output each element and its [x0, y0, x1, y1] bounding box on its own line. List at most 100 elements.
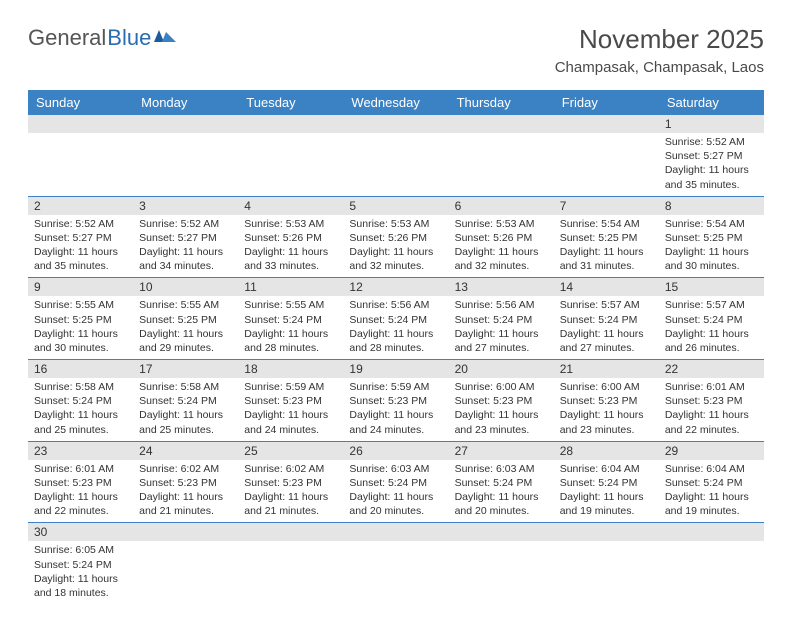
weekday-header: Friday	[554, 90, 659, 115]
calendar-cell: 26Sunrise: 6:03 AMSunset: 5:24 PMDayligh…	[343, 441, 448, 523]
sunset-line: Sunset: 5:24 PM	[34, 394, 127, 408]
daylight-line: Daylight: 11 hours and 33 minutes.	[244, 245, 337, 273]
day-details: Sunrise: 5:52 AMSunset: 5:27 PMDaylight:…	[133, 215, 238, 278]
sunset-line: Sunset: 5:23 PM	[244, 476, 337, 490]
calendar-cell: 30Sunrise: 6:05 AMSunset: 5:24 PMDayligh…	[28, 523, 133, 604]
sunset-line: Sunset: 5:27 PM	[665, 149, 758, 163]
sunset-line: Sunset: 5:23 PM	[455, 394, 548, 408]
month-title: November 2025	[555, 24, 764, 55]
daylight-line: Daylight: 11 hours and 27 minutes.	[560, 327, 653, 355]
flag-icon	[154, 24, 176, 50]
sunrise-line: Sunrise: 5:59 AM	[244, 380, 337, 394]
logo-text-general: General	[28, 25, 106, 51]
sunrise-line: Sunrise: 5:54 AM	[560, 217, 653, 231]
daylight-line: Daylight: 11 hours and 18 minutes.	[34, 572, 127, 600]
calendar-body: 1Sunrise: 5:52 AMSunset: 5:27 PMDaylight…	[28, 115, 764, 604]
calendar-cell	[659, 523, 764, 604]
daylight-line: Daylight: 11 hours and 19 minutes.	[665, 490, 758, 518]
day-details: Sunrise: 6:04 AMSunset: 5:24 PMDaylight:…	[554, 460, 659, 523]
daylight-line: Daylight: 11 hours and 20 minutes.	[349, 490, 442, 518]
day-details: Sunrise: 5:53 AMSunset: 5:26 PMDaylight:…	[343, 215, 448, 278]
daylight-line: Daylight: 11 hours and 35 minutes.	[665, 163, 758, 191]
day-number: 9	[28, 278, 133, 296]
day-details: Sunrise: 5:53 AMSunset: 5:26 PMDaylight:…	[238, 215, 343, 278]
daylight-line: Daylight: 11 hours and 24 minutes.	[244, 408, 337, 436]
sunrise-line: Sunrise: 5:57 AM	[665, 298, 758, 312]
sunset-line: Sunset: 5:23 PM	[139, 476, 232, 490]
daylight-line: Daylight: 11 hours and 30 minutes.	[665, 245, 758, 273]
day-details: Sunrise: 6:02 AMSunset: 5:23 PMDaylight:…	[133, 460, 238, 523]
calendar-cell	[343, 523, 448, 604]
sunset-line: Sunset: 5:24 PM	[34, 558, 127, 572]
weekday-header-row: Sunday Monday Tuesday Wednesday Thursday…	[28, 90, 764, 115]
calendar-table: Sunday Monday Tuesday Wednesday Thursday…	[28, 90, 764, 604]
day-number: 15	[659, 278, 764, 296]
sunrise-line: Sunrise: 6:01 AM	[34, 462, 127, 476]
daylight-line: Daylight: 11 hours and 34 minutes.	[139, 245, 232, 273]
calendar-cell: 16Sunrise: 5:58 AMSunset: 5:24 PMDayligh…	[28, 360, 133, 442]
day-number: 27	[449, 442, 554, 460]
calendar-cell: 2Sunrise: 5:52 AMSunset: 5:27 PMDaylight…	[28, 196, 133, 278]
sunset-line: Sunset: 5:27 PM	[139, 231, 232, 245]
daylight-line: Daylight: 11 hours and 21 minutes.	[244, 490, 337, 518]
day-details: Sunrise: 5:58 AMSunset: 5:24 PMDaylight:…	[28, 378, 133, 441]
day-number: 14	[554, 278, 659, 296]
day-number: 6	[449, 197, 554, 215]
sunset-line: Sunset: 5:24 PM	[244, 313, 337, 327]
day-details: Sunrise: 5:55 AMSunset: 5:25 PMDaylight:…	[133, 296, 238, 359]
calendar-cell: 23Sunrise: 6:01 AMSunset: 5:23 PMDayligh…	[28, 441, 133, 523]
sunset-line: Sunset: 5:24 PM	[139, 394, 232, 408]
day-number: 23	[28, 442, 133, 460]
calendar-row: 30Sunrise: 6:05 AMSunset: 5:24 PMDayligh…	[28, 523, 764, 604]
day-details: Sunrise: 5:56 AMSunset: 5:24 PMDaylight:…	[449, 296, 554, 359]
sunrise-line: Sunrise: 5:53 AM	[455, 217, 548, 231]
logo-text-blue: Blue	[107, 25, 151, 51]
day-details: Sunrise: 6:01 AMSunset: 5:23 PMDaylight:…	[659, 378, 764, 441]
sunrise-line: Sunrise: 5:52 AM	[665, 135, 758, 149]
day-number: 10	[133, 278, 238, 296]
sunrise-line: Sunrise: 5:55 AM	[139, 298, 232, 312]
day-number: 7	[554, 197, 659, 215]
calendar-cell: 11Sunrise: 5:55 AMSunset: 5:24 PMDayligh…	[238, 278, 343, 360]
day-number: 18	[238, 360, 343, 378]
calendar-cell	[238, 115, 343, 196]
sunset-line: Sunset: 5:25 PM	[665, 231, 758, 245]
calendar-cell	[554, 115, 659, 196]
daylight-line: Daylight: 11 hours and 32 minutes.	[455, 245, 548, 273]
sunrise-line: Sunrise: 6:00 AM	[560, 380, 653, 394]
daylight-line: Daylight: 11 hours and 22 minutes.	[665, 408, 758, 436]
calendar-cell: 19Sunrise: 5:59 AMSunset: 5:23 PMDayligh…	[343, 360, 448, 442]
daylight-line: Daylight: 11 hours and 25 minutes.	[139, 408, 232, 436]
logo: GeneralBlue	[28, 24, 176, 52]
calendar-cell	[238, 523, 343, 604]
calendar-cell	[28, 115, 133, 196]
page-header: GeneralBlue November 2025 Champasak, Cha…	[28, 24, 764, 76]
daylight-line: Daylight: 11 hours and 24 minutes.	[349, 408, 442, 436]
calendar-cell: 1Sunrise: 5:52 AMSunset: 5:27 PMDaylight…	[659, 115, 764, 196]
day-details: Sunrise: 5:59 AMSunset: 5:23 PMDaylight:…	[343, 378, 448, 441]
sunrise-line: Sunrise: 5:58 AM	[34, 380, 127, 394]
weekday-header: Saturday	[659, 90, 764, 115]
weekday-header: Wednesday	[343, 90, 448, 115]
sunrise-line: Sunrise: 6:04 AM	[665, 462, 758, 476]
day-details: Sunrise: 6:05 AMSunset: 5:24 PMDaylight:…	[28, 541, 133, 604]
calendar-cell	[449, 115, 554, 196]
day-details: Sunrise: 5:52 AMSunset: 5:27 PMDaylight:…	[28, 215, 133, 278]
sunset-line: Sunset: 5:24 PM	[665, 313, 758, 327]
sunset-line: Sunset: 5:23 PM	[560, 394, 653, 408]
sunset-line: Sunset: 5:24 PM	[560, 476, 653, 490]
sunrise-line: Sunrise: 6:02 AM	[244, 462, 337, 476]
day-number: 17	[133, 360, 238, 378]
calendar-cell: 21 Sunrise: 6:00 AMSunset: 5:23 PMDayligh…	[554, 360, 659, 442]
daylight-line: Daylight: 11 hours and 23 minutes.	[560, 408, 653, 436]
day-number: 12	[343, 278, 448, 296]
sunrise-line: Sunrise: 6:02 AM	[139, 462, 232, 476]
day-details: Sunrise: 5:57 AMSunset: 5:24 PMDaylight:…	[554, 296, 659, 359]
sunset-line: Sunset: 5:26 PM	[455, 231, 548, 245]
calendar-cell: 24Sunrise: 6:02 AMSunset: 5:23 PMDayligh…	[133, 441, 238, 523]
calendar-row: 1Sunrise: 5:52 AMSunset: 5:27 PMDaylight…	[28, 115, 764, 196]
day-number: 21	[554, 360, 659, 378]
calendar-cell	[554, 523, 659, 604]
calendar-cell: 10Sunrise: 5:55 AMSunset: 5:25 PMDayligh…	[133, 278, 238, 360]
sunrise-line: Sunrise: 5:53 AM	[349, 217, 442, 231]
